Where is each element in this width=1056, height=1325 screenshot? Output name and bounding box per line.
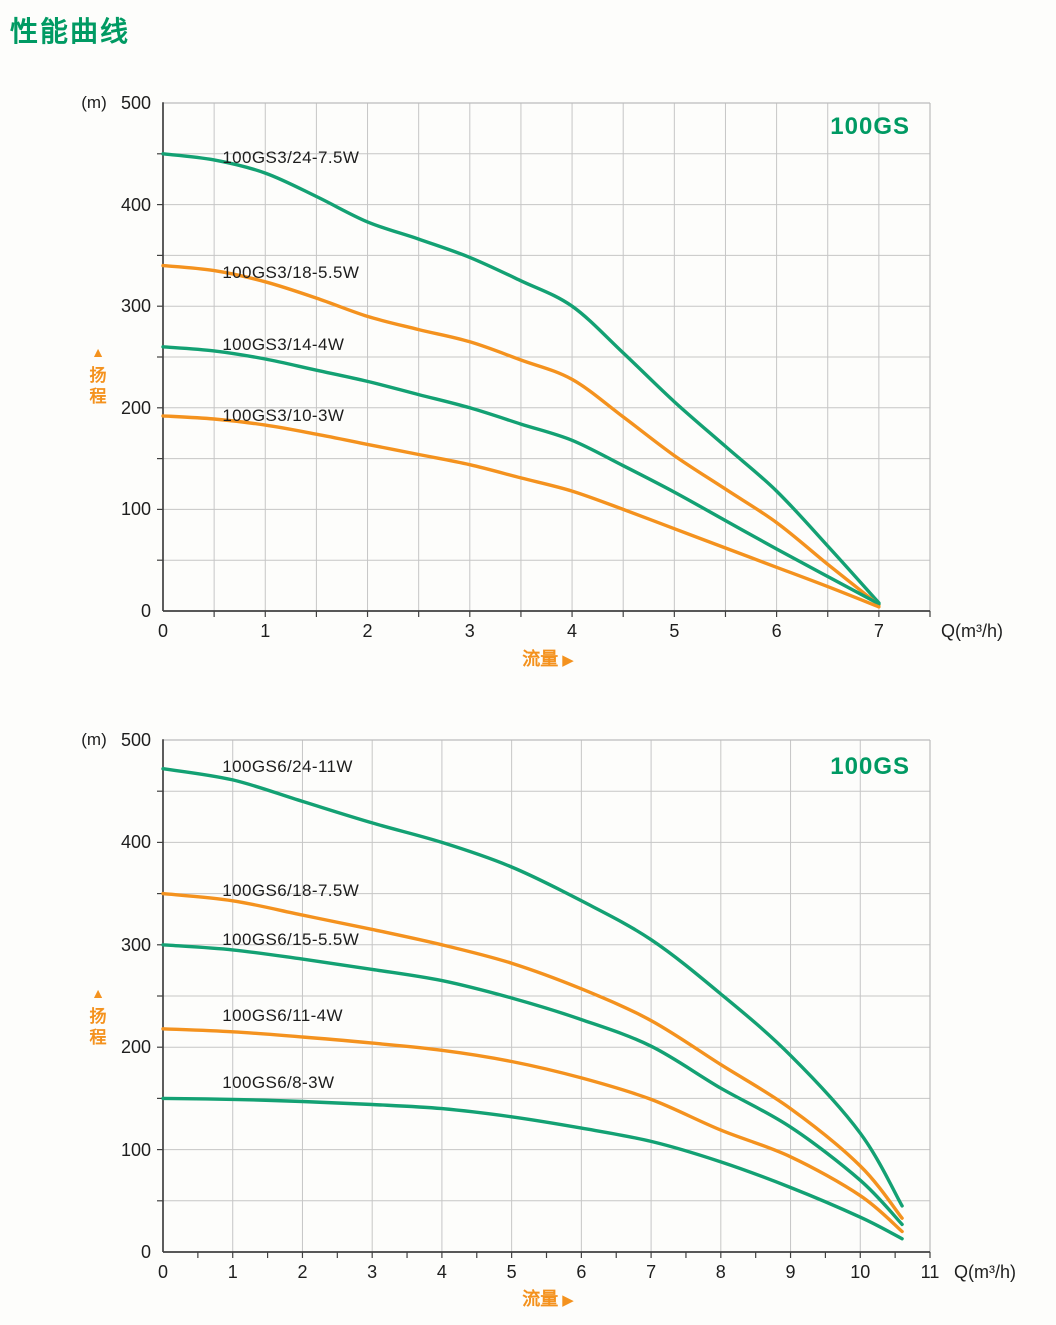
x-tick-label: 4 — [436, 1262, 447, 1282]
right-triangle-icon: ▶ — [562, 652, 574, 669]
right-triangle-icon: ▶ — [562, 1292, 574, 1309]
curve-label: 100GS3/14-4W — [222, 334, 345, 354]
x-tick-label: 6 — [576, 1262, 587, 1282]
x-tick-label: 7 — [873, 621, 884, 641]
chart1-series-badge: 100GS — [830, 113, 910, 140]
y-tick-label: 200 — [120, 1037, 151, 1058]
curve-100GS6/24-11W — [161, 767, 904, 1208]
chart-2-plot — [157, 739, 931, 1258]
page-title: 性能曲线 — [10, 16, 131, 47]
curve-label: 100GS3/10-3W — [222, 405, 345, 425]
x-tick-label: 11 — [920, 1262, 940, 1282]
x-tick-label: 7 — [646, 1262, 657, 1282]
up-triangle-icon: ▲ — [91, 344, 105, 360]
y-tick-label: 300 — [120, 934, 151, 955]
chart1-y-axis-title: ▲ 扬程 — [85, 344, 111, 407]
curve-label: 100GS3/18-5.5W — [222, 262, 360, 282]
curve-label: 100GS3/24-7.5W — [222, 147, 360, 167]
x-tick-label: 10 — [850, 1262, 871, 1282]
y-tick-label: 100 — [120, 1139, 151, 1160]
x-tick-label: 3 — [367, 1262, 378, 1282]
y-tick-label: 200 — [120, 397, 151, 418]
y-tick-label: 100 — [120, 499, 151, 520]
chart1-x-unit-label: Q(m³/h) — [941, 621, 1003, 641]
y-tick-label: 0 — [140, 601, 151, 621]
x-tick-label: 1 — [227, 1262, 238, 1282]
x-tick-label: 2 — [297, 1262, 308, 1282]
x-tick-label: 2 — [362, 621, 373, 641]
curve-100GS3/14-4W — [161, 345, 881, 606]
x-tick-label: 5 — [506, 1262, 517, 1282]
chart2-x-unit-label: Q(m³/h) — [954, 1262, 1016, 1282]
curve-label: 100GS6/11-4W — [222, 1006, 343, 1026]
curve-100GS6/8-3W — [161, 1096, 904, 1241]
x-tick-label: 3 — [464, 621, 475, 641]
chart-1-plot — [157, 102, 931, 617]
up-triangle-icon: ▲ — [91, 985, 105, 1001]
chart2-y-axis-title: ▲ 扬程 — [85, 985, 111, 1048]
x-tick-label: 4 — [567, 621, 578, 641]
chart1-y-unit-label: (m) — [81, 93, 107, 112]
x-tick-label: 6 — [771, 621, 782, 641]
y-tick-label: 300 — [120, 296, 151, 317]
y-tick-label: 400 — [120, 832, 151, 853]
x-tick-label: 1 — [260, 621, 271, 641]
chart2-x-axis-title: 流量 ▶ — [500, 1289, 596, 1311]
curve-100GS3/10-3W — [161, 414, 881, 609]
chart1-x-axis-title-text: 流量 — [522, 649, 559, 669]
curve-label: 100GS6/8-3W — [222, 1072, 335, 1092]
chart2-y-axis-title-text: 扬程 — [89, 1006, 107, 1047]
y-tick-label: 400 — [120, 194, 151, 215]
chart2-y-unit-label: (m) — [81, 730, 107, 749]
x-tick-label: 5 — [669, 621, 680, 641]
curve-label: 100GS6/15-5.5W — [222, 930, 360, 950]
curve-100GS6/18-7.5W — [161, 891, 904, 1220]
curve-100GS3/18-5.5W — [161, 263, 881, 607]
x-tick-label: 0 — [157, 621, 168, 641]
curve-label: 100GS6/18-7.5W — [222, 881, 360, 901]
chart2-series-badge: 100GS — [830, 753, 910, 780]
chart1-x-axis-title: 流量 ▶ — [500, 649, 596, 671]
chart2-x-axis-title-text: 流量 — [522, 1289, 559, 1309]
x-tick-label: 0 — [157, 1262, 168, 1282]
curve-100GS6/15-5.5W — [161, 943, 904, 1227]
x-tick-label: 9 — [785, 1262, 796, 1282]
y-tick-label: 500 — [120, 730, 151, 750]
curve-label: 100GS6/24-11W — [222, 757, 353, 777]
y-tick-label: 500 — [120, 93, 151, 113]
x-tick-label: 8 — [715, 1262, 726, 1282]
curve-100GS6/11-4W — [161, 1027, 904, 1234]
curve-100GS3/24-7.5W — [161, 152, 881, 605]
y-tick-label: 0 — [140, 1242, 151, 1262]
chart1-y-axis-title-text: 扬程 — [89, 365, 107, 406]
